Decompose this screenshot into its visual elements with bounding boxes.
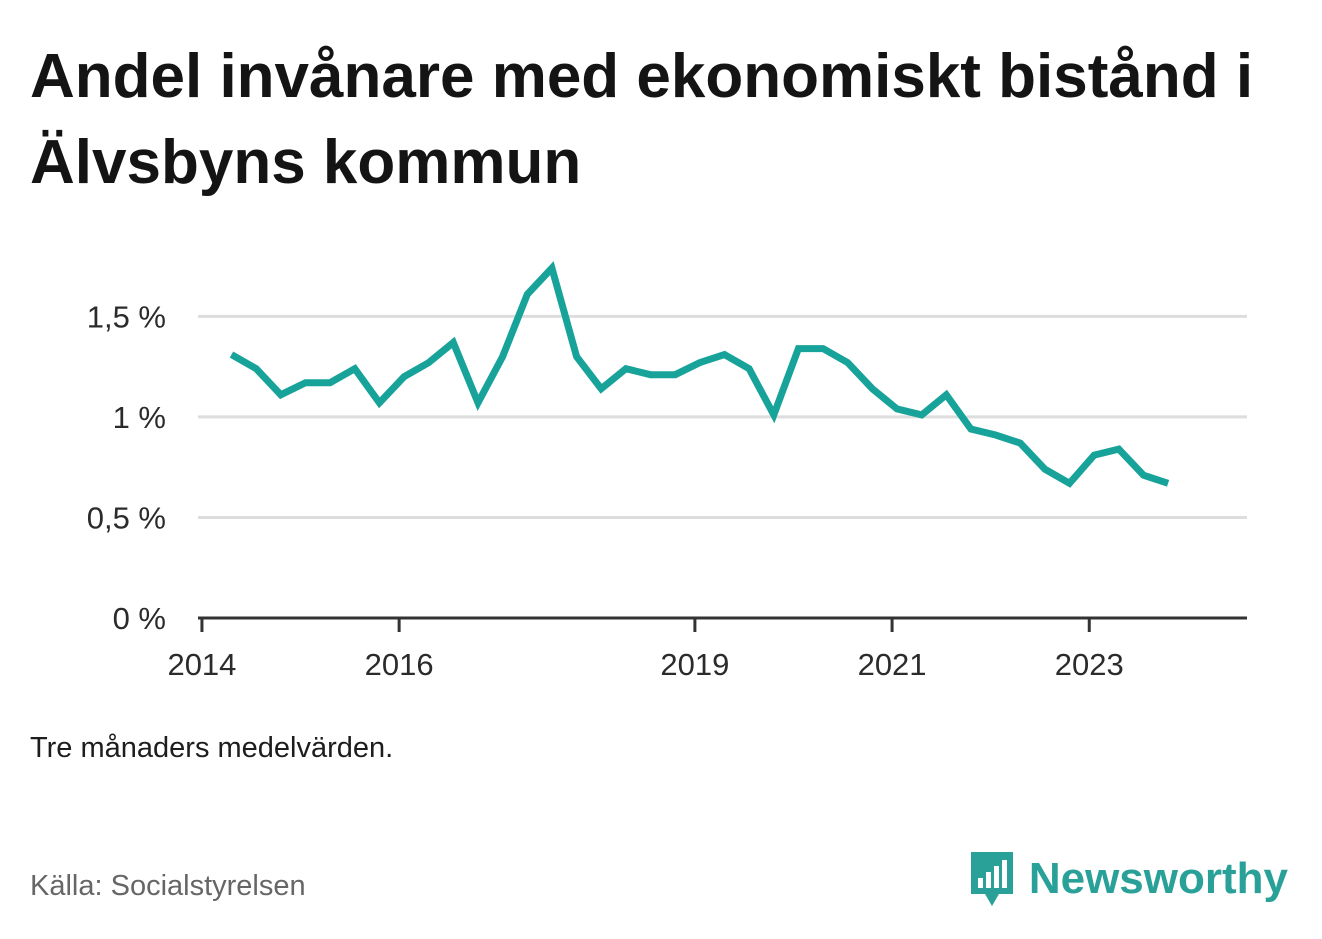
source-credit: Källa: Socialstyrelsen	[30, 870, 306, 902]
data-point	[770, 411, 777, 418]
data-point	[622, 365, 629, 372]
newsworthy-logo-icon	[970, 852, 1013, 906]
data-point	[967, 425, 974, 432]
data-point	[327, 379, 334, 386]
data-point	[302, 379, 309, 386]
data-point	[401, 373, 408, 380]
data-point	[795, 345, 802, 352]
data-point	[746, 365, 753, 372]
data-point	[820, 345, 827, 352]
data-point	[647, 371, 654, 378]
y-tick-label: 0,5 %	[87, 500, 166, 535]
y-tick-label: 1 %	[113, 400, 166, 435]
data-point	[277, 391, 284, 398]
data-point	[253, 365, 260, 372]
data-point	[351, 365, 358, 372]
data-point	[425, 359, 432, 366]
data-point	[499, 353, 506, 360]
data-point	[1017, 440, 1024, 447]
y-tick-label: 0 %	[113, 601, 166, 636]
gridlines	[198, 314, 1247, 519]
x-tick-label: 2019	[660, 647, 729, 682]
data-point	[548, 265, 555, 272]
y-tick-label: 1,5 %	[87, 299, 166, 334]
chart-title: Andel invånare med ekonomiskt bistånd i …	[30, 42, 1254, 197]
data-point	[721, 351, 728, 358]
data-point	[524, 291, 531, 298]
brand-name: Newsworthy	[1028, 854, 1288, 903]
data-point	[1115, 446, 1122, 453]
data-point	[672, 371, 679, 378]
data-point	[1091, 452, 1098, 459]
x-tick-label: 2016	[365, 647, 434, 682]
x-axis-ticks: 2014 2016 2019 2021 2023	[167, 618, 1124, 682]
data-point	[376, 399, 383, 406]
data-point	[228, 351, 235, 358]
data-point	[943, 391, 950, 398]
data-point	[696, 359, 703, 366]
data-point	[869, 385, 876, 392]
x-tick-label: 2014	[167, 647, 236, 682]
data-point	[1165, 480, 1172, 487]
data-point	[573, 353, 580, 360]
data-point	[450, 339, 457, 346]
data-point	[992, 432, 999, 439]
newsworthy-logo[interactable]: Newsworthy	[967, 848, 1288, 910]
x-tick-label: 2023	[1055, 647, 1124, 682]
data-point	[474, 399, 481, 406]
series-layer	[228, 261, 1172, 488]
series-line	[229, 261, 1170, 488]
x-tick-label: 2021	[858, 647, 927, 682]
data-point	[894, 405, 901, 412]
data-point	[1066, 480, 1073, 487]
y-axis-ticks: 0 % 0,5 % 1 % 1,5 %	[87, 299, 166, 636]
data-point	[844, 359, 851, 366]
data-point	[918, 411, 925, 418]
data-point	[598, 385, 605, 392]
chart-note: Tre månaders medelvärden.	[30, 732, 394, 764]
data-point	[1140, 472, 1147, 479]
data-point	[1041, 466, 1048, 473]
